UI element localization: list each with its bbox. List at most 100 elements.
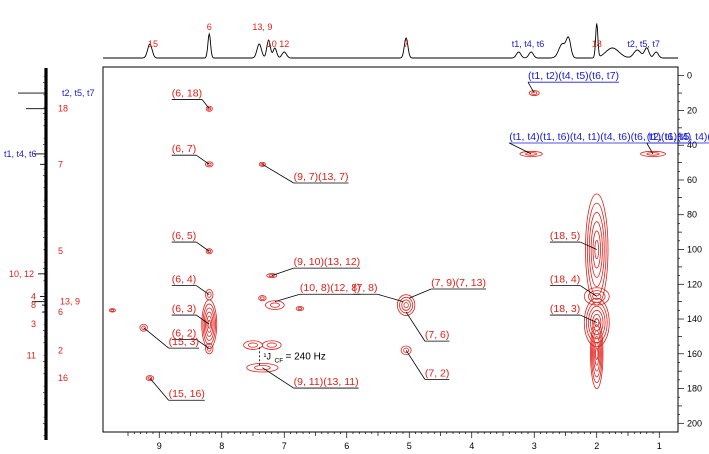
- peak-layer: [108, 90, 666, 389]
- contour: [401, 299, 411, 311]
- contour: [640, 150, 666, 157]
- cross-peak: [205, 248, 213, 255]
- x-tick-label: 2: [594, 441, 599, 451]
- left-peak-label: 3: [31, 319, 36, 329]
- contour: [585, 301, 608, 344]
- contour: [297, 307, 303, 311]
- left-peak-label: 6: [58, 307, 63, 317]
- contour: [205, 311, 214, 337]
- annotations: (6, 18) (6, 7) (9, 7)(13, 7) (6, 5) (6, 4) (6…: [143, 70, 709, 401]
- cross-peak: [400, 345, 412, 356]
- cross-peak-annotation: (18, 5): [549, 230, 597, 250]
- contour: [519, 150, 543, 157]
- cross-peak-annotation: (10, 8)(12, 8): [274, 282, 361, 303]
- cross-peak-annotation: (9, 7)(13, 7): [262, 163, 349, 184]
- contour: [646, 152, 660, 156]
- annotation-leader: [196, 241, 210, 252]
- annotation-label: (6, 4): [172, 274, 197, 286]
- contour: [261, 340, 282, 350]
- contour: [145, 375, 155, 382]
- contour: [206, 162, 212, 167]
- y-tick-label: 100: [687, 245, 702, 255]
- y-tick-label: 140: [687, 314, 702, 324]
- y-axis: 0 20 40 60 80 100 120 140 160 180 200: [678, 71, 702, 428]
- cross-peak: [583, 297, 610, 348]
- contour: [202, 303, 216, 345]
- annotation-leader: [646, 142, 654, 155]
- cross-peak: [205, 105, 213, 112]
- annotation-label: (18, 3): [550, 303, 580, 315]
- annotation-label: (6, 5): [172, 230, 197, 242]
- contour: [139, 323, 148, 332]
- annotation-leader: [409, 288, 432, 299]
- annotation-label: (6, 3): [172, 303, 197, 315]
- annotation-label: (15, 16): [169, 388, 205, 400]
- contour: [266, 273, 278, 279]
- contour: [591, 324, 603, 384]
- cross-peak: [246, 362, 279, 373]
- annotation-label: (7, 2): [425, 367, 450, 379]
- contour: [590, 309, 604, 336]
- top-peak-label: 10: [267, 39, 277, 49]
- contour: [269, 302, 280, 308]
- annotation-leader: [196, 314, 210, 325]
- y-tick-label: 80: [687, 210, 697, 220]
- contour: [206, 315, 213, 333]
- contour: [205, 161, 214, 168]
- left-peak-label: 18: [58, 104, 68, 114]
- cross-peak: [108, 308, 116, 313]
- left-peak-label: 5: [58, 246, 63, 256]
- annotation-label: (t2, t1)(t5, t4)(t7, t6): [647, 131, 709, 143]
- x-tick-label: 7: [282, 441, 287, 451]
- cross-peak-annotation: (6, 7): [171, 143, 210, 165]
- annotation-leader: [196, 285, 210, 296]
- left-peak-label: 13, 9: [60, 297, 80, 307]
- contour: [593, 336, 601, 372]
- cross-peak-annotation: (9, 11)(13, 11): [262, 367, 359, 389]
- annotation-leader: [509, 142, 532, 155]
- cross-peak: [266, 273, 278, 279]
- top-peak-label: 12: [279, 39, 289, 49]
- contour: [583, 287, 610, 306]
- annotation-label: (t1, t4)(t1, t6)(t4, t1)(t4, t6)(t6, t1)…: [509, 131, 691, 143]
- y-tick-label: 180: [687, 384, 702, 394]
- cross-peak: [519, 150, 543, 157]
- contour: [110, 308, 115, 312]
- contour: [594, 341, 600, 366]
- contour: [588, 212, 605, 287]
- contour: [594, 318, 600, 327]
- contour: [207, 319, 211, 329]
- contour: [246, 362, 279, 373]
- contour: [254, 365, 271, 371]
- coupling-constant-label: ¹J CF = 240 Hz: [259, 347, 326, 366]
- contour: [247, 342, 259, 348]
- top-peak-label: 6: [207, 22, 212, 32]
- coupling-subscript: CF: [275, 357, 284, 364]
- cross-peak-annotation: (7, 9)(7, 13): [409, 277, 486, 299]
- left-peak-label: t1, t4, t6: [4, 149, 37, 159]
- x-tick-label: 1: [657, 441, 662, 451]
- cross-peak: [590, 318, 604, 389]
- annotation-leader: [405, 311, 426, 342]
- x-tick-label: 6: [344, 441, 349, 451]
- cross-peak: [139, 323, 148, 332]
- annotation-leader: [580, 285, 597, 297]
- top-peak-labels: 15 6 13, 9 10 12 7 t1, t4, t6 18 t2, t5, t7: [148, 22, 660, 49]
- cross-peak-annotation: (15, 3): [143, 327, 199, 349]
- annotation-label: (9, 7)(13, 7): [294, 171, 349, 183]
- cross-peak: [258, 295, 267, 302]
- contour: [265, 300, 285, 310]
- annotation-leader: [377, 293, 404, 303]
- annotation-leader: [580, 314, 597, 323]
- annotation-label: (15, 3): [169, 336, 199, 348]
- annotation-label: (6, 18): [172, 88, 202, 100]
- cross-peak-annotation: (7, 2): [405, 350, 450, 380]
- cross-peak-annotation: (6, 3): [171, 303, 210, 325]
- cross-peak: [640, 150, 666, 157]
- annotation-leader: [262, 367, 294, 389]
- left-peak-label: 16: [58, 373, 68, 383]
- cross-peak: [295, 306, 305, 312]
- y-tick-label: 20: [687, 105, 697, 115]
- coupling-symbol: ¹J: [264, 351, 272, 361]
